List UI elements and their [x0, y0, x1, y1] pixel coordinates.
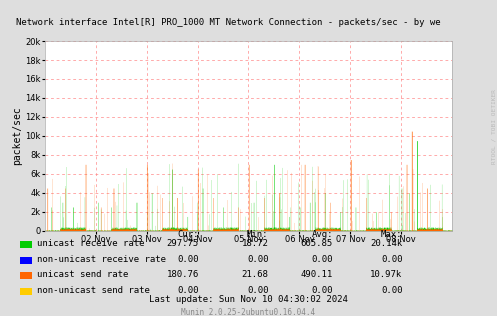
Text: 21.68: 21.68	[242, 270, 268, 279]
Text: 0.00: 0.00	[381, 286, 403, 295]
Text: 18.72: 18.72	[242, 239, 268, 248]
Text: Max:: Max:	[381, 230, 403, 239]
Text: Munin 2.0.25-2ubuntu0.16.04.4: Munin 2.0.25-2ubuntu0.16.04.4	[181, 308, 316, 316]
Text: Avg:: Avg:	[312, 230, 333, 239]
Text: unicast receive rate: unicast receive rate	[37, 239, 145, 248]
Text: 490.11: 490.11	[301, 270, 333, 279]
Text: 180.76: 180.76	[166, 270, 199, 279]
Text: 0.00: 0.00	[312, 286, 333, 295]
Y-axis label: packet/sec: packet/sec	[12, 106, 22, 165]
Text: 297.75: 297.75	[166, 239, 199, 248]
Text: Min:: Min:	[247, 230, 268, 239]
Text: 0.00: 0.00	[247, 286, 268, 295]
Text: non-unicast send rate: non-unicast send rate	[37, 286, 150, 295]
Text: Network interface Intel[R] PRO_1000 MT Network Connection - packets/sec - by we: Network interface Intel[R] PRO_1000 MT N…	[16, 18, 441, 27]
Text: Last update: Sun Nov 10 04:30:02 2024: Last update: Sun Nov 10 04:30:02 2024	[149, 295, 348, 304]
Text: unicast send rate: unicast send rate	[37, 270, 129, 279]
Text: 0.00: 0.00	[381, 255, 403, 264]
Text: 0.00: 0.00	[177, 255, 199, 264]
Text: 0.00: 0.00	[177, 286, 199, 295]
Text: 20.14k: 20.14k	[370, 239, 403, 248]
Text: non-unicast receive rate: non-unicast receive rate	[37, 255, 166, 264]
Text: RTOOL / TOBI OETIKER: RTOOL / TOBI OETIKER	[491, 89, 496, 164]
Text: 0.00: 0.00	[247, 255, 268, 264]
Text: 10.97k: 10.97k	[370, 270, 403, 279]
Text: 605.85: 605.85	[301, 239, 333, 248]
Text: 0.00: 0.00	[312, 255, 333, 264]
Text: Cur:: Cur:	[177, 230, 199, 239]
